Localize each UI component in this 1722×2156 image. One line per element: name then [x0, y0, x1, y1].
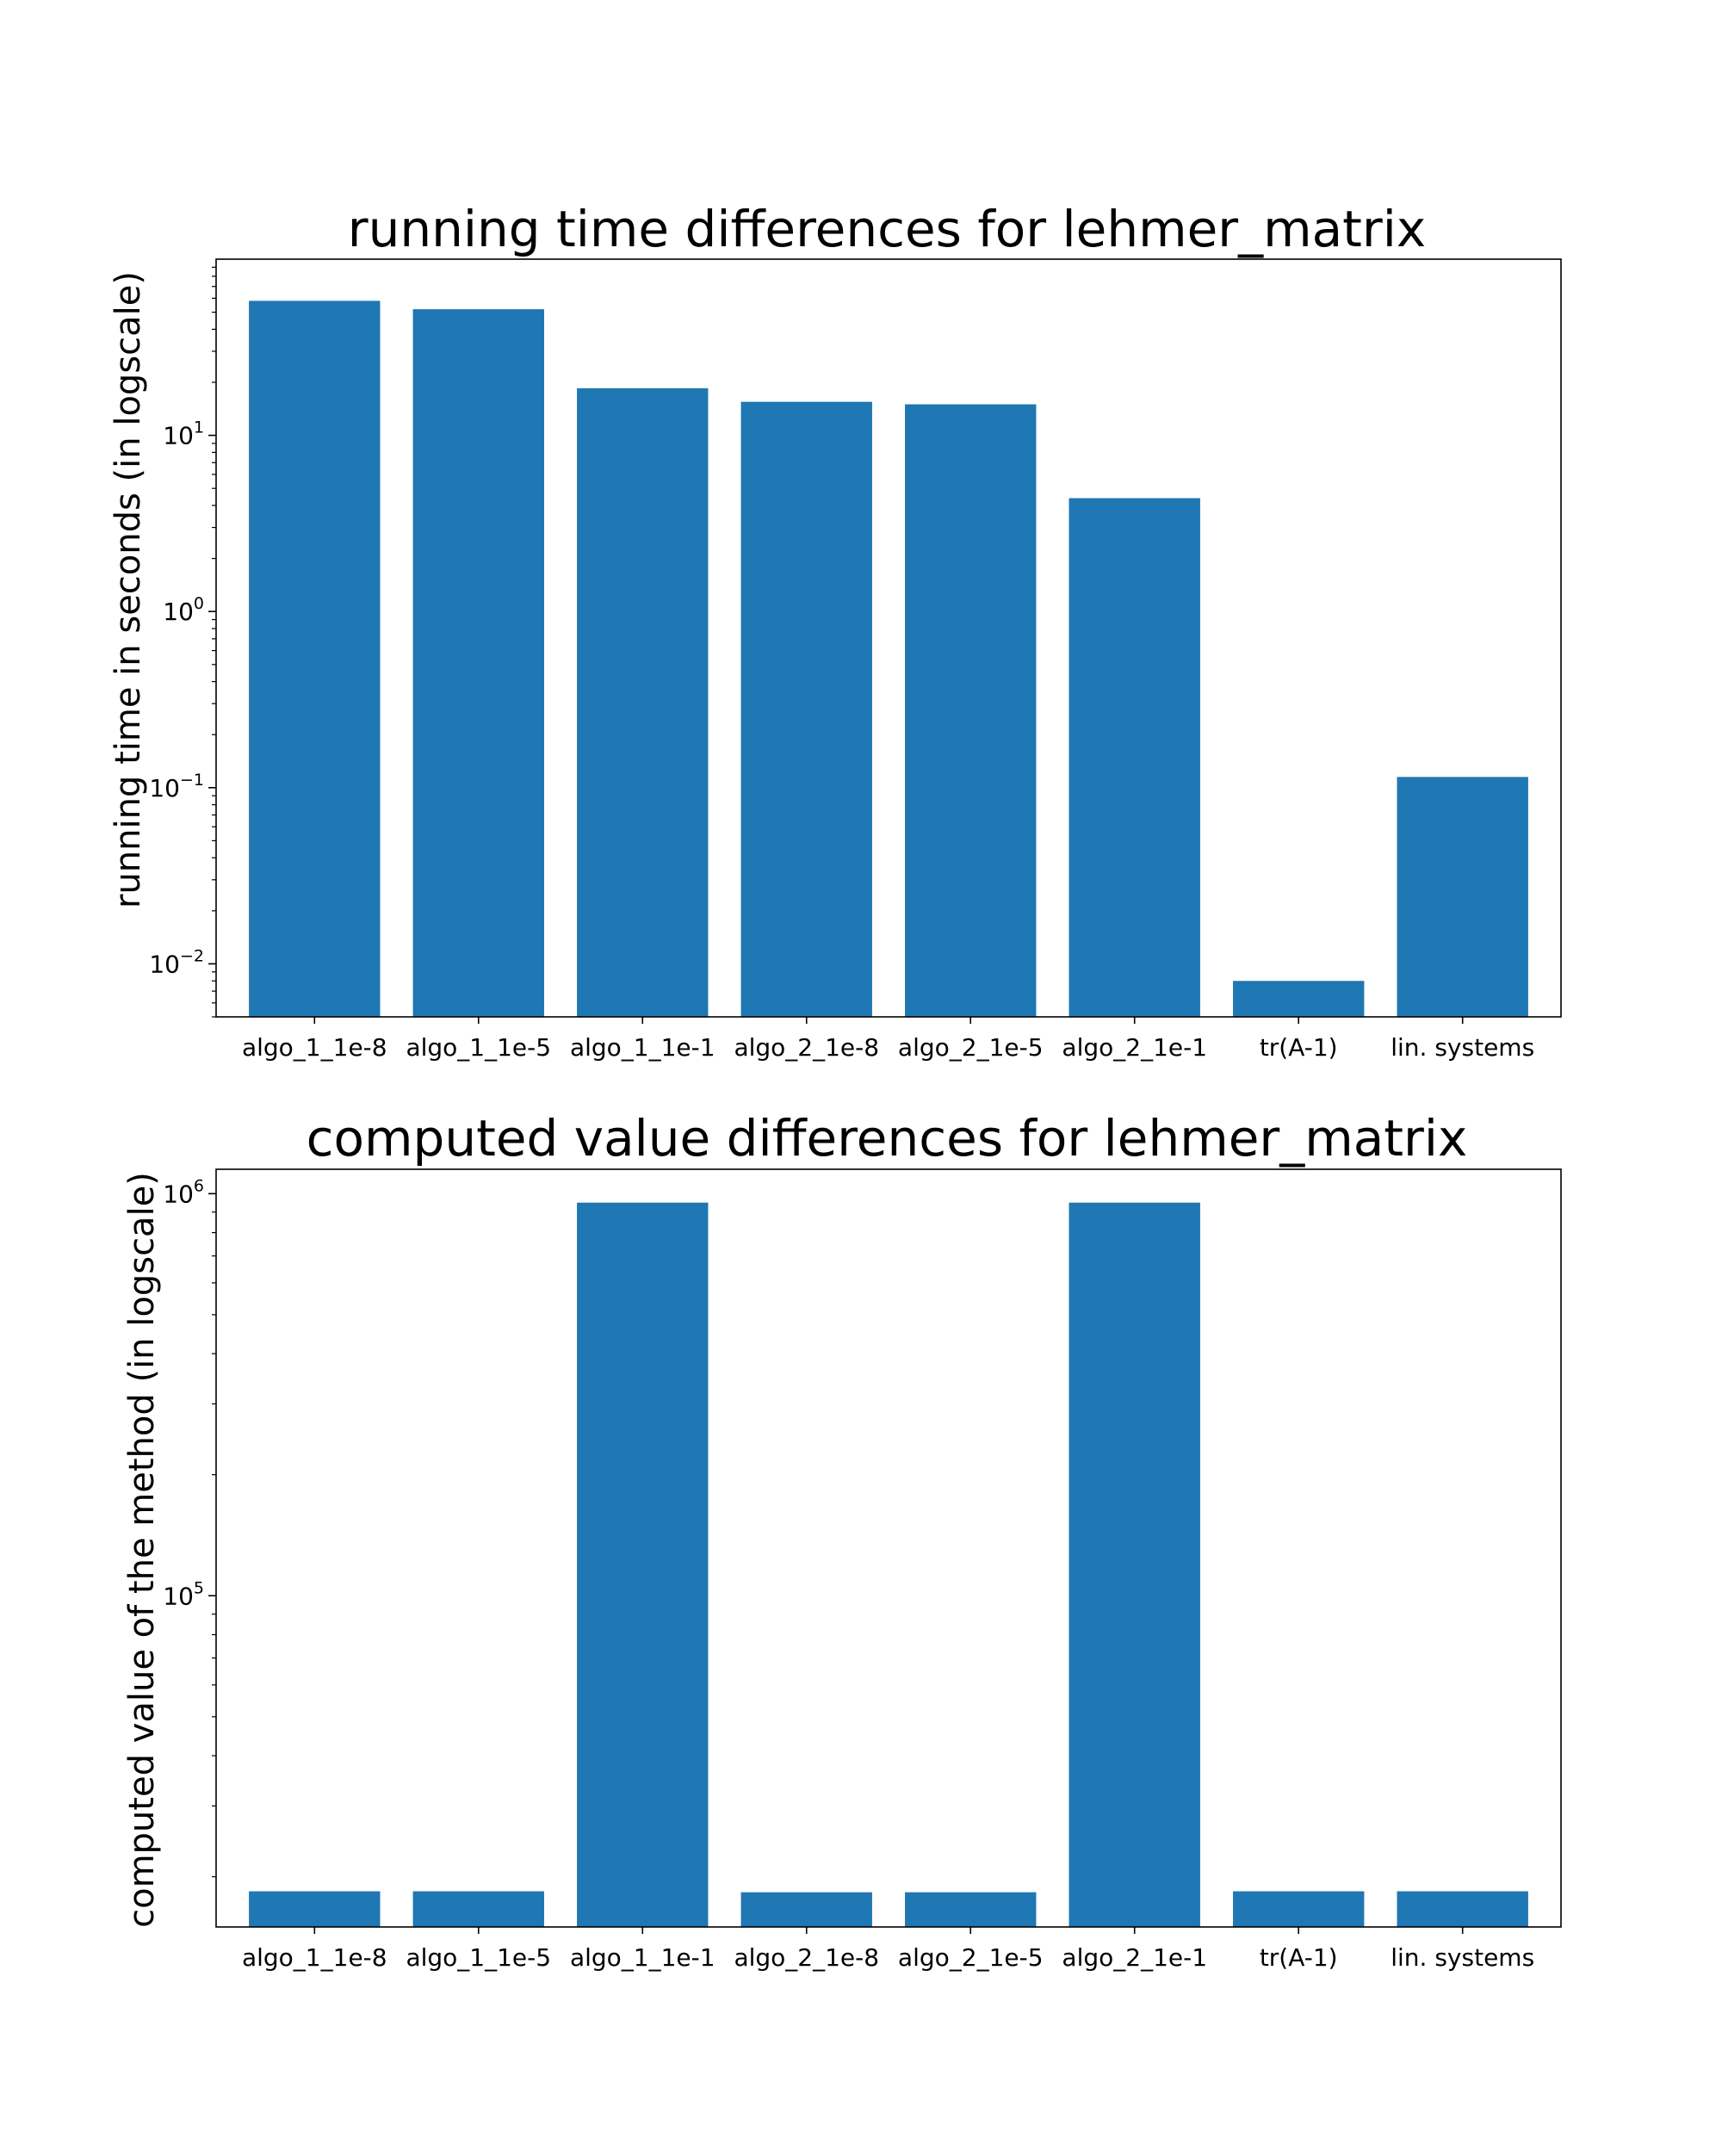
- y-tick-label: 100: [163, 594, 204, 626]
- y-tick-label: 10−2: [149, 946, 204, 978]
- x-tick-label: algo_1_1e-1: [570, 1943, 715, 1972]
- bar-algo-1-1e-8: [249, 300, 381, 1017]
- x-tick-label: algo_2_1e-8: [734, 1033, 879, 1062]
- y-tick-exponent: −2: [180, 946, 204, 965]
- y-tick-exponent: 6: [194, 1176, 204, 1195]
- x-axis-ticks: algo_1_1e-8 algo_1_1e-5 algo_1_1e-1 algo_2_…: [242, 1017, 1534, 1062]
- x-tick-label: algo_1_1e-8: [242, 1943, 387, 1972]
- y-tick-exponent: 1: [194, 418, 204, 437]
- bar-algo-2-1e-5: [905, 1892, 1037, 1927]
- y-tick-label: 106: [163, 1176, 204, 1208]
- running-time-chart: running time differences for lehmer_matr…: [108, 200, 1562, 1062]
- bar-algo-1-1e-8: [249, 1891, 381, 1927]
- chart-title: running time differences for lehmer_matr…: [348, 200, 1426, 258]
- y-tick-label: 101: [163, 418, 204, 450]
- x-tick-label: algo_1_1e-5: [406, 1033, 551, 1062]
- bar-group: [249, 1202, 1528, 1927]
- x-tick-label: lin. systems: [1391, 1943, 1534, 1972]
- x-tick-label: algo_2_1e-1: [1062, 1943, 1207, 1972]
- bar-algo-2-1e-1: [1069, 1202, 1200, 1927]
- bar-algo-1-1e-5: [412, 1891, 544, 1927]
- y-axis-label: running time in seconds (in logscale): [108, 271, 148, 908]
- bar-group: [249, 300, 1528, 1018]
- x-axis-ticks: algo_1_1e-8 algo_1_1e-5 algo_1_1e-1 algo_2_…: [242, 1927, 1534, 1972]
- bar-algo-2-1e-1: [1069, 498, 1200, 1017]
- plot-frame: [215, 1168, 1562, 1928]
- bar-lin-systems: [1397, 777, 1528, 1017]
- bar-algo-2-1e-8: [740, 401, 872, 1017]
- chart-title: computed value differences for lehmer_ma…: [307, 1109, 1468, 1168]
- y-tick-base: 10: [163, 598, 194, 626]
- bar-algo-2-1e-8: [740, 1892, 872, 1927]
- x-tick-label: lin. systems: [1391, 1033, 1534, 1062]
- bar-algo-1-1e-5: [412, 309, 544, 1017]
- x-tick-label: tr(A-1): [1260, 1033, 1338, 1062]
- y-tick-exponent: 5: [194, 1578, 204, 1597]
- y-tick-exponent: 0: [194, 594, 204, 613]
- y-tick-base: 10: [163, 1180, 194, 1208]
- y-tick-label: 105: [163, 1578, 204, 1610]
- x-tick-label: algo_2_1e-8: [734, 1943, 879, 1972]
- y-tick-label: 10−1: [149, 771, 204, 802]
- plot-frame: [215, 258, 1562, 1018]
- x-tick-label: algo_1_1e-5: [406, 1943, 551, 1972]
- y-tick-base: 10: [149, 774, 180, 802]
- bar-tr-a-1: [1233, 1891, 1365, 1927]
- bar-algo-1-1e-1: [577, 387, 709, 1017]
- computed-value-chart: computed value differences for lehmer_ma…: [122, 1109, 1562, 1972]
- y-tick-exponent: −1: [180, 771, 204, 790]
- x-tick-label: tr(A-1): [1260, 1943, 1338, 1972]
- x-tick-label: algo_1_1e-8: [242, 1033, 387, 1062]
- bar-algo-1-1e-1: [577, 1202, 709, 1927]
- bar-algo-2-1e-5: [905, 404, 1037, 1018]
- y-tick-base: 10: [149, 950, 180, 978]
- bar-tr-a-1: [1233, 981, 1365, 1017]
- x-tick-label: algo_2_1e-5: [898, 1943, 1044, 1972]
- y-tick-base: 10: [163, 422, 194, 450]
- bar-lin-systems: [1397, 1891, 1528, 1927]
- y-axis-label: computed value of the method (in logscal…: [122, 1172, 162, 1928]
- y-tick-base: 10: [163, 1582, 194, 1610]
- x-tick-label: algo_2_1e-5: [898, 1033, 1044, 1062]
- x-tick-label: algo_1_1e-1: [570, 1033, 715, 1062]
- x-tick-label: algo_2_1e-1: [1062, 1033, 1207, 1062]
